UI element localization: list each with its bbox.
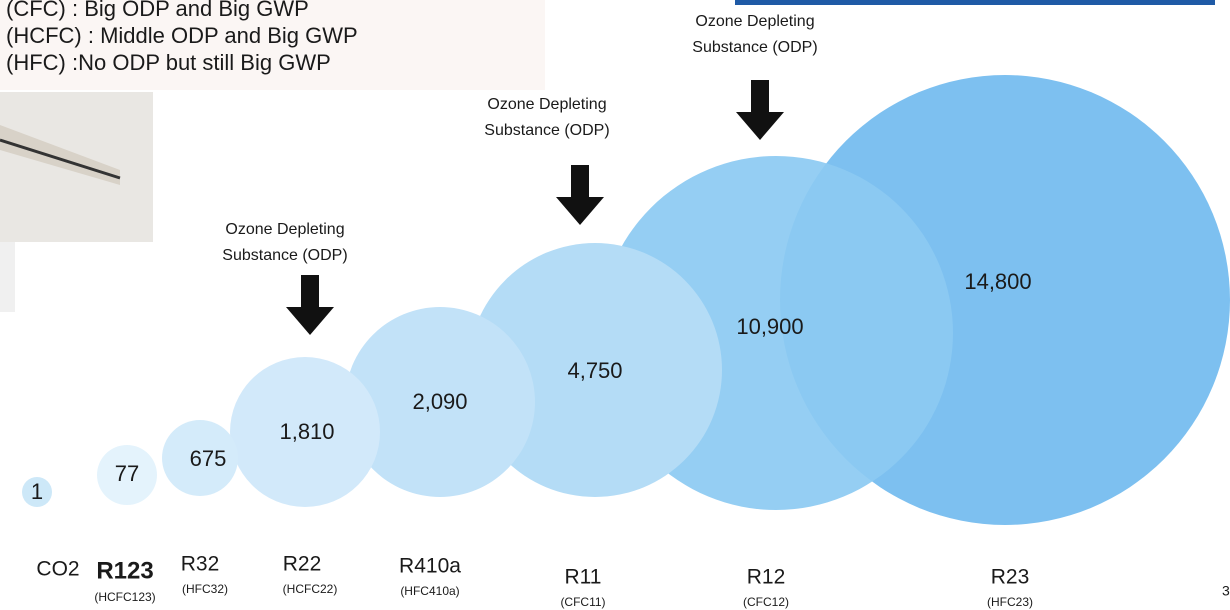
annotation-line: Ozone Depleting bbox=[695, 13, 814, 30]
photo-edge bbox=[0, 242, 15, 312]
refrigerant-code: (HCFC123) bbox=[94, 590, 155, 604]
bubble bbox=[345, 307, 535, 497]
bubble-value: 1 bbox=[31, 479, 43, 504]
header-bg bbox=[0, 0, 545, 90]
bubble-value: 4,750 bbox=[567, 358, 622, 383]
bubble-value: 10,900 bbox=[736, 314, 803, 339]
page-number: 3 bbox=[1222, 583, 1230, 599]
down-arrow bbox=[556, 165, 604, 225]
bubble-value: 675 bbox=[190, 446, 227, 471]
annotation-line: Ozone Depleting bbox=[487, 96, 606, 113]
bubble-value: 14,800 bbox=[964, 269, 1031, 294]
labels: (CFC) : Big ODP and Big GWP(HCFC) : Midd… bbox=[6, 0, 1230, 609]
header-line: (HCFC) : Middle ODP and Big GWP bbox=[6, 23, 358, 48]
top-bar bbox=[735, 0, 1215, 5]
refrigerant-name: R11 bbox=[565, 566, 602, 589]
annotation-line: Ozone Depleting bbox=[225, 221, 344, 238]
refrigerant-name: R123 bbox=[96, 557, 153, 584]
bubble bbox=[97, 445, 157, 505]
annotation-line: Substance (ODP) bbox=[484, 122, 609, 139]
annotation-line: Substance (ODP) bbox=[222, 247, 347, 264]
bubble bbox=[162, 420, 238, 496]
refrigerant-code: (HFC410a) bbox=[400, 584, 459, 598]
photo bbox=[0, 92, 153, 312]
refrigerant-code: (HFC32) bbox=[182, 582, 228, 596]
refrigerant-name: R12 bbox=[747, 566, 786, 589]
refrigerant-name: CO2 bbox=[36, 558, 79, 581]
bubble-value: 1,810 bbox=[279, 419, 334, 444]
annotation-line: Substance (ODP) bbox=[692, 39, 817, 56]
refrigerant-name: R22 bbox=[283, 553, 322, 576]
photo-vent bbox=[0, 138, 121, 180]
refrigerant-code: (CFC12) bbox=[743, 595, 789, 609]
refrigerant-code: (HCFC22) bbox=[283, 582, 338, 596]
bubble bbox=[230, 357, 380, 507]
refrigerant-name: R32 bbox=[181, 553, 220, 576]
bubble-value: 2,090 bbox=[412, 389, 467, 414]
refrigerant-name: R23 bbox=[991, 566, 1030, 589]
header-line: (HFC) :No ODP but still Big GWP bbox=[6, 50, 331, 75]
refrigerant-code: (CFC11) bbox=[560, 595, 605, 609]
down-arrow bbox=[736, 80, 784, 140]
refrigerant-name: R410a bbox=[399, 555, 461, 578]
bubbles bbox=[22, 75, 1230, 525]
bubble bbox=[468, 243, 722, 497]
header-line: (CFC) : Big ODP and Big GWP bbox=[6, 0, 309, 21]
bubble-value: 77 bbox=[115, 461, 139, 486]
bubble bbox=[22, 477, 52, 507]
down-arrow bbox=[286, 275, 334, 335]
refrigerant-code: (HFC23) bbox=[987, 595, 1033, 609]
